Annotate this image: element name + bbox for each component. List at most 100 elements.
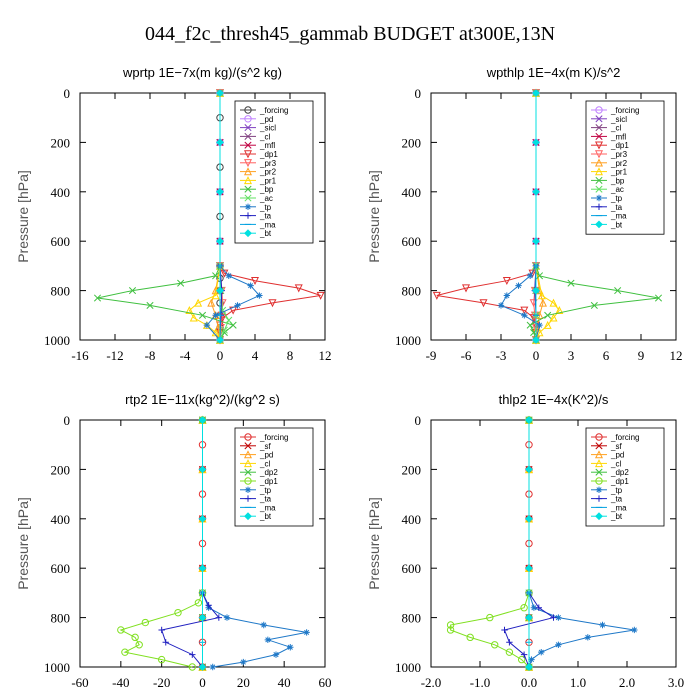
legend-label: _forcing [259,106,288,115]
data-point [189,651,196,658]
data-point [223,614,231,621]
data-point [525,564,533,573]
legend-marker [243,450,253,459]
series-line [161,420,220,668]
data-point [146,301,154,309]
legend-marker [244,185,252,193]
x-tick-label: 6 [603,348,610,363]
legend-label: _pd [610,451,624,460]
data-point [128,287,137,295]
data-point [532,237,540,246]
legend-marker [595,468,603,476]
legend-label: _bt [259,512,272,521]
data-point [532,138,540,147]
legend-label: _dp2 [610,468,629,477]
legend-label: _tp [259,203,272,212]
data-point [520,604,528,612]
x-tick-label: 0 [217,348,224,363]
y-tick-label: 600 [51,561,71,576]
data-point [555,306,564,315]
legend-marker [243,150,253,159]
legend-label: _pd [259,451,273,460]
data-point [538,298,548,307]
data-point [198,311,207,319]
legend-label: _pd [259,115,273,124]
data-point [525,663,533,671]
data-point [207,298,216,307]
legend-label: _sf [259,442,271,451]
chart-panel: rtp2 1E−11x(kg^2)/(kg^2 s) Pressure [hPa]… [15,392,332,690]
data-point [225,272,232,279]
data-point [528,656,535,663]
data-point [240,658,247,666]
data-point [525,514,533,523]
legend-label: _forcing [610,106,639,115]
legend-label: _cl [610,459,621,468]
x-tick-label: -1.0 [470,675,491,690]
data-point [162,639,169,646]
legend-label: _dp1 [610,477,629,486]
data-point [194,298,203,307]
y-tick-label: 800 [51,611,71,626]
legend-label: _pr2 [610,159,628,168]
data-point [220,326,228,334]
legend-marker [594,459,604,468]
legend-label: _dp1 [259,477,278,486]
legend-label: _pr2 [259,168,277,177]
legend-marker [595,477,603,485]
legend-marker [244,442,252,450]
panel-title: rtp2 1E−11x(kg^2)/(kg^2 s) [125,392,280,407]
series-line [535,93,560,341]
data-point [131,633,139,642]
data-point [212,312,219,319]
series-line [188,93,221,341]
legend-label: _ta [259,495,272,504]
x-tick-label: 20 [237,675,250,690]
data-point [525,613,533,622]
data-point [225,316,233,324]
data-point [520,651,528,658]
data-point [211,291,220,300]
y-axis-label: Pressure [hPa] [15,170,31,263]
legend-marker [595,124,603,132]
x-tick-label: -6 [461,348,472,363]
x-tick-label: 0 [199,675,206,690]
y-tick-label: 600 [402,561,422,576]
x-tick-label: 4 [252,348,259,363]
legend-marker [594,141,604,150]
legend-label: _ta [259,212,272,221]
data-point [287,644,294,651]
y-axis-label: Pressure [hPa] [366,170,382,263]
x-tick-label: -16 [71,348,89,363]
data-point [205,602,212,609]
legend-label: _pr3 [259,159,277,168]
data-point [177,279,185,287]
data-point [503,292,511,299]
panel-title: thlp2 1E−4x(K^2)/s [499,392,609,407]
data-point [446,621,455,629]
data-point [216,89,224,97]
data-point [549,298,558,307]
legend-label: _dp1 [259,150,278,159]
data-point [216,138,224,147]
legend-marker [594,150,604,159]
data-point [432,291,441,300]
chart-panel: wpthlp 1E−4x(m K)/s^2 Pressure [hPa] -9 -6 -… [366,65,683,363]
legend-marker [244,132,252,140]
data-point [526,272,534,279]
series-line [436,93,537,340]
data-point [614,287,622,295]
legend-label: _forcing [610,433,639,442]
data-point [158,626,165,634]
legend-label: _bp [259,185,274,194]
data-point [198,613,207,622]
legend-marker [594,158,604,167]
legend-marker [595,512,603,521]
legend: _forcing_sf_pd_cl_dp2_dp1_tp_ta_ma_bt [234,427,314,527]
data-point [117,626,125,634]
data-point [93,294,102,302]
legend: _forcing_pd_sicl_cl_mfl_dp1_pr3_pr2_pr1_… [234,100,314,244]
data-point [209,663,216,671]
legend-marker [244,495,252,502]
data-point [506,639,513,646]
